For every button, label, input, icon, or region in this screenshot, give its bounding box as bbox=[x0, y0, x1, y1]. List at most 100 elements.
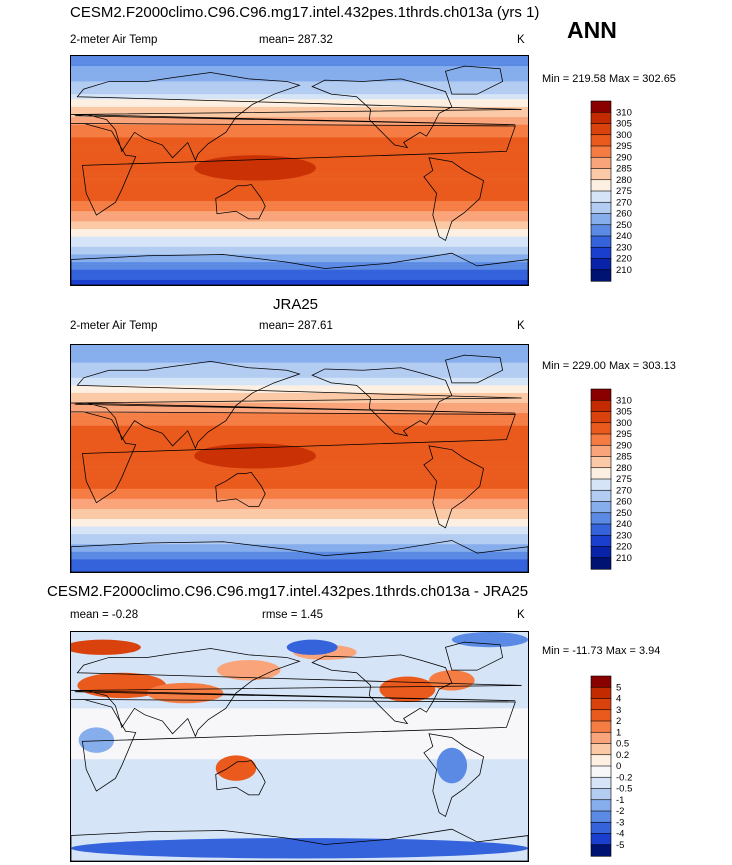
map-0-coastline bbox=[215, 184, 266, 220]
map-1-band bbox=[71, 526, 528, 530]
colorbar-0-tick-label: 260 bbox=[616, 209, 632, 220]
panel1-colorbar-svg: 3103053002952902852802752702602502402302… bbox=[590, 100, 632, 282]
map-1-band bbox=[71, 413, 528, 416]
colorbar-1-tick-label: 250 bbox=[616, 508, 632, 519]
map-0-warm-pool bbox=[194, 155, 317, 181]
colorbar-2-tick-label: 3 bbox=[616, 705, 621, 716]
map-1-band bbox=[71, 362, 528, 366]
map-0-coastline bbox=[71, 72, 522, 162]
map-2-warm-anomaly bbox=[428, 670, 475, 691]
map-0-band bbox=[71, 56, 528, 59]
colorbar-1-box bbox=[590, 388, 612, 401]
map-1-band bbox=[71, 392, 528, 396]
colorbar-0-tick-label: 240 bbox=[616, 231, 632, 242]
map-1-band bbox=[71, 539, 528, 542]
colorbar-1-box bbox=[590, 433, 612, 446]
colorbar-2-tick-label: 0.2 bbox=[616, 750, 629, 761]
map-0-band bbox=[71, 277, 528, 281]
map-0-band bbox=[71, 211, 528, 215]
map-1-coastline bbox=[71, 411, 516, 504]
map-0-band bbox=[71, 150, 528, 153]
map-1-band bbox=[71, 519, 528, 522]
map-2-cold-anomaly bbox=[71, 838, 528, 859]
map-1-band bbox=[71, 382, 528, 386]
colorbar-2-tick-label: -2 bbox=[616, 806, 624, 817]
colorbar-0-box bbox=[590, 123, 612, 136]
colorbar-1-tick-label: 295 bbox=[616, 429, 632, 440]
map-0-band bbox=[71, 119, 528, 123]
map-0-band bbox=[71, 96, 528, 100]
map-1-band bbox=[71, 508, 528, 512]
map-1-band bbox=[71, 498, 528, 502]
map-0-band bbox=[71, 208, 528, 212]
colorbar-0-box bbox=[590, 269, 612, 282]
map-0-band bbox=[71, 152, 528, 156]
colorbar-1-box bbox=[590, 478, 612, 491]
colorbar-2-tick-label: 2 bbox=[616, 716, 621, 727]
map-0-band bbox=[71, 178, 528, 181]
map-1-band bbox=[71, 549, 528, 553]
map-0-band bbox=[71, 267, 528, 270]
colorbar-2-tick-label: 4 bbox=[616, 694, 621, 705]
map-1-band bbox=[71, 420, 528, 424]
map-1-band bbox=[71, 493, 528, 497]
colorbar-2-box bbox=[590, 675, 612, 688]
map-0-band bbox=[71, 134, 528, 138]
map-1-band bbox=[71, 445, 528, 449]
map-1-band bbox=[71, 569, 528, 572]
map-0-band bbox=[71, 142, 528, 146]
map-1-band bbox=[71, 521, 528, 525]
colorbar-2-tick-label: -4 bbox=[616, 829, 624, 840]
colorbar-1-box bbox=[590, 523, 612, 536]
map-1-band bbox=[71, 435, 528, 439]
map-1-band bbox=[71, 541, 528, 545]
panel1-units-label: K bbox=[517, 34, 525, 46]
map-0-band bbox=[71, 262, 528, 265]
map-1-band bbox=[71, 491, 528, 495]
map-1-band bbox=[71, 468, 528, 472]
map-1-band bbox=[71, 440, 528, 444]
colorbar-0-box bbox=[590, 258, 612, 271]
map-0-band bbox=[71, 104, 528, 108]
colorbar-1-box bbox=[590, 501, 612, 514]
map-0-band bbox=[71, 175, 528, 179]
main-title: CESM2.F2000climo.C96.C96.mg17.intel.432p… bbox=[70, 4, 540, 21]
map-1-band bbox=[71, 503, 528, 507]
colorbar-2-box bbox=[590, 720, 612, 733]
colorbar-0-box bbox=[590, 224, 612, 237]
map-0-coastline bbox=[445, 65, 504, 95]
panel1-mean-label: mean= 287.32 bbox=[259, 34, 333, 46]
map-1-band bbox=[71, 367, 528, 371]
colorbar-1-box bbox=[590, 467, 612, 480]
map-1-band bbox=[71, 496, 528, 500]
colorbar-0-box bbox=[590, 213, 612, 226]
map-1-coastline bbox=[215, 471, 266, 507]
map-0-band bbox=[71, 63, 528, 67]
map-2-warm-anomaly bbox=[77, 672, 167, 699]
colorbar-2-box bbox=[590, 799, 612, 812]
map-0-coastline bbox=[311, 78, 453, 149]
panel2-units-label: K bbox=[517, 320, 525, 332]
colorbar-2-tick-label: 5 bbox=[616, 682, 621, 693]
colorbar-2-tick-label: -5 bbox=[616, 840, 624, 851]
map-0-band bbox=[71, 58, 528, 62]
colorbar-1-tick-label: 310 bbox=[616, 395, 632, 406]
map-1-band bbox=[71, 566, 528, 570]
map-1-band bbox=[71, 355, 528, 358]
map-1-band bbox=[71, 501, 528, 505]
map-0-band bbox=[71, 132, 528, 136]
map-1-coastline bbox=[311, 367, 453, 437]
map-0-band bbox=[71, 221, 528, 225]
colorbar-2-box bbox=[590, 743, 612, 756]
colorbar-2-box bbox=[590, 686, 612, 700]
map-1-band bbox=[71, 405, 528, 409]
map-0-band bbox=[71, 124, 528, 128]
map-1-band bbox=[71, 516, 528, 520]
panel3-mean-label: mean = -0.28 bbox=[70, 609, 139, 621]
map-0-band bbox=[71, 117, 528, 120]
colorbar-1-tick-label: 290 bbox=[616, 440, 632, 451]
map-2-cold-anomaly bbox=[78, 727, 115, 753]
map-1-band bbox=[71, 546, 528, 550]
colorbar-1-box bbox=[590, 444, 612, 458]
